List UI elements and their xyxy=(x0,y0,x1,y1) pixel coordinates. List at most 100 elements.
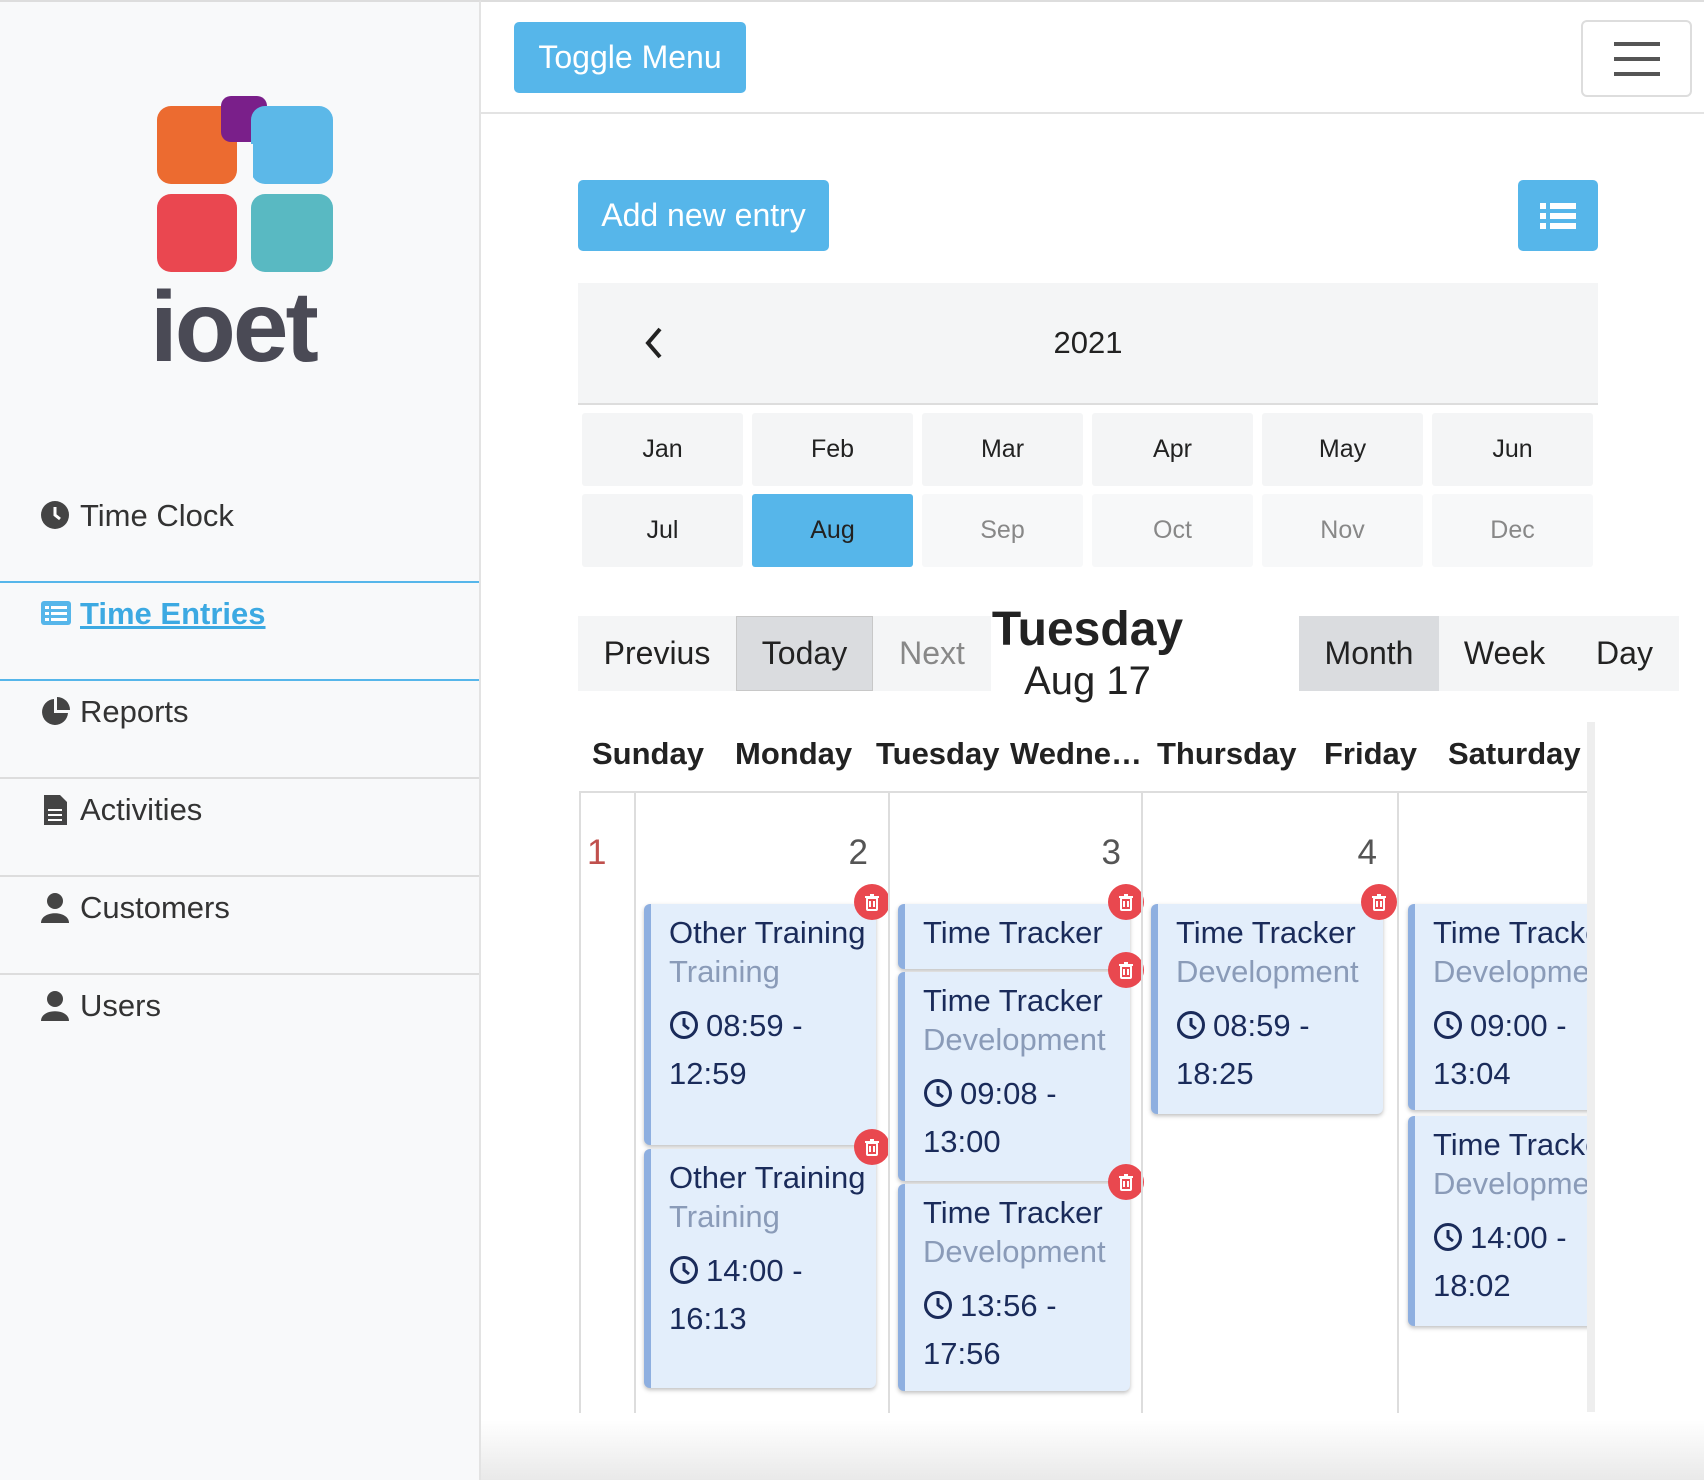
trash-icon xyxy=(1119,961,1133,979)
weekday-header: Sunday xyxy=(592,736,704,771)
time-entry[interactable]: Other Training Training 14:00 - 16:13 xyxy=(644,1149,876,1388)
weekday-header: Thursday xyxy=(1157,736,1297,771)
nav-item[interactable]: Activities xyxy=(0,774,479,846)
nav-item[interactable]: Reports xyxy=(0,676,479,748)
time-entry[interactable]: Other Training Training 08:59 - 12:59 xyxy=(644,904,876,1145)
logo-mark xyxy=(155,96,335,272)
entry-time-text: 09:08 - 13:00 xyxy=(923,1076,1057,1159)
trash-icon xyxy=(865,1138,879,1156)
entry-time: 09:00 - 13:04 xyxy=(1433,1002,1583,1098)
trash-icon xyxy=(1119,1173,1133,1191)
add-entry-button[interactable]: Add new entry xyxy=(578,180,829,251)
entry-title: Time Tracker xyxy=(1433,1127,1587,1162)
time-entry[interactable]: Time Tracker Development 09:00 - 13:04 xyxy=(1408,904,1587,1110)
month-cell[interactable]: Oct xyxy=(1092,494,1253,567)
nav-label: Time Entries xyxy=(80,596,266,631)
clock-icon xyxy=(924,1079,952,1107)
view-button[interactable]: Week xyxy=(1439,616,1570,691)
entry-title: Time Tracker xyxy=(1433,915,1587,950)
weekday-header: Wedne… xyxy=(1010,736,1143,771)
nav-label: Activities xyxy=(80,792,203,827)
delete-button[interactable] xyxy=(1108,952,1144,988)
hamburger-button[interactable] xyxy=(1581,20,1692,97)
month-cell[interactable]: Feb xyxy=(752,413,913,486)
clock-icon xyxy=(1434,1011,1462,1039)
month-cell[interactable]: Dec xyxy=(1432,494,1593,567)
calendar-title-date: Aug 17 xyxy=(1024,659,1151,703)
nav-item[interactable]: Time Entries xyxy=(0,578,479,650)
entry-category: Development xyxy=(1433,1166,1587,1201)
nav-label: Time Clock xyxy=(80,498,234,533)
weekday-header: Monday xyxy=(735,736,853,771)
day-cell xyxy=(579,793,634,1413)
prev-year-button[interactable] xyxy=(642,325,666,361)
nav-divider xyxy=(0,777,479,779)
clock-icon xyxy=(670,1011,698,1039)
nav-icon xyxy=(41,501,69,529)
trash-icon xyxy=(1119,893,1133,911)
clock-icon xyxy=(1177,1011,1205,1039)
entry-time: 08:59 - 18:25 xyxy=(1176,1002,1326,1098)
clock-icon xyxy=(924,1291,952,1319)
scrollbar xyxy=(1587,722,1595,1412)
entry-time-text: 14:00 - 16:13 xyxy=(669,1253,803,1336)
bottom-shadow xyxy=(481,1420,1704,1480)
nav-item[interactable]: Customers xyxy=(0,872,479,944)
delete-button[interactable] xyxy=(1108,1164,1144,1200)
delete-button[interactable] xyxy=(854,884,890,920)
calendar-nav-button[interactable]: Next xyxy=(873,616,991,691)
time-entry[interactable]: Time Tracker Development 14:00 - 18:02 xyxy=(1408,1116,1587,1326)
calendar-nav-button[interactable]: Today xyxy=(736,616,873,691)
month-cell[interactable]: Jan xyxy=(582,413,743,486)
entry-title: Other Training xyxy=(669,915,866,950)
delete-button[interactable] xyxy=(1361,884,1397,920)
entry-category: Development xyxy=(1176,954,1359,989)
nav-divider xyxy=(0,581,479,583)
time-entry[interactable]: Time Tracker Development 13:56 - 17:56 xyxy=(898,1184,1130,1391)
month-cell[interactable]: Jul xyxy=(582,494,743,567)
day-number: 3 xyxy=(1101,833,1121,872)
nav-icon xyxy=(41,893,69,923)
month-cell[interactable]: Apr xyxy=(1092,413,1253,486)
entry-category: Development xyxy=(1433,954,1587,989)
clock-icon xyxy=(1434,1223,1462,1251)
time-entry[interactable]: Time Tracker xyxy=(898,904,1130,969)
entry-time-text: 14:00 - 18:02 xyxy=(1433,1220,1567,1303)
weekday-header: Friday xyxy=(1324,736,1418,771)
calendar-nav-button[interactable]: Previus xyxy=(578,616,736,691)
entry-title: Time Tracker xyxy=(1176,915,1356,950)
weekday-header: Tuesday xyxy=(876,736,1000,771)
month-cell[interactable]: Mar xyxy=(922,413,1083,486)
day-cell xyxy=(1141,793,1397,1413)
delete-button[interactable] xyxy=(1108,884,1144,920)
day-cell xyxy=(634,793,888,1413)
sidebar: ioet Time Clock Time Entries Reports Activi… xyxy=(0,0,481,1480)
view-button[interactable]: Month xyxy=(1299,616,1439,691)
entry-title: Other Training xyxy=(669,1160,866,1195)
delete-button[interactable] xyxy=(854,1129,890,1165)
toggle-menu-button[interactable]: Toggle Menu xyxy=(514,22,746,93)
month-cell[interactable]: Aug xyxy=(752,494,913,567)
day-number: 4 xyxy=(1357,833,1377,872)
month-cell[interactable]: May xyxy=(1262,413,1423,486)
nav-item[interactable]: Time Clock xyxy=(0,480,479,552)
calendar-title-day: Tuesday xyxy=(991,603,1184,656)
topbar xyxy=(481,0,1704,114)
entry-title: Time Tracker xyxy=(923,983,1103,1018)
view-button[interactable]: Day xyxy=(1570,616,1679,691)
list-view-button[interactable] xyxy=(1518,180,1598,251)
entry-time-text: 08:59 - 18:25 xyxy=(1176,1008,1310,1091)
month-grid: 1 2 Other Training Training 08:59 - 12:59 Oth… xyxy=(579,791,1587,1413)
entry-time: 14:00 - 16:13 xyxy=(669,1247,819,1343)
nav-item[interactable]: Users xyxy=(0,970,479,1042)
month-cell[interactable]: Nov xyxy=(1262,494,1423,567)
nav-icon xyxy=(42,697,70,725)
hamburger-icon xyxy=(1614,42,1660,76)
trash-icon xyxy=(865,893,879,911)
month-cell[interactable]: Sep xyxy=(922,494,1083,567)
year-header: 2021 xyxy=(578,283,1598,405)
time-entry[interactable]: Time Tracker Development 08:59 - 18:25 xyxy=(1151,904,1383,1114)
nav-divider xyxy=(0,973,479,975)
time-entry[interactable]: Time Tracker Development 09:08 - 13:00 xyxy=(898,972,1130,1181)
month-cell[interactable]: Jun xyxy=(1432,413,1593,486)
